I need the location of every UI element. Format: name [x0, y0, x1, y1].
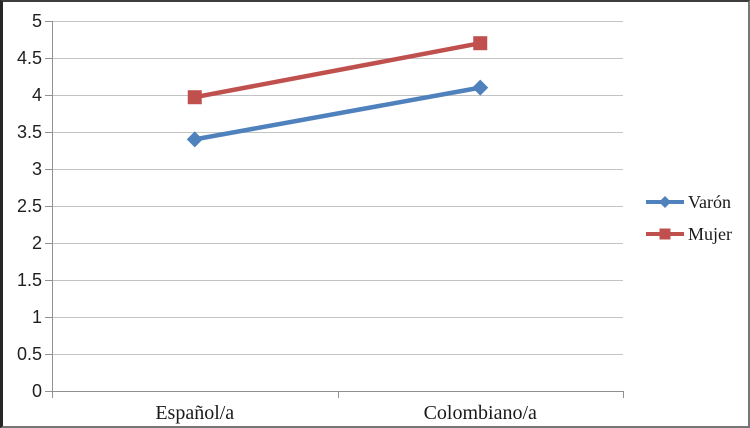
legend-item: Mujer — [645, 224, 732, 244]
y-tick-label: 1 — [31, 307, 42, 327]
legend-key-diamond-icon — [646, 196, 684, 208]
data-point-marker-1 — [187, 90, 202, 105]
legend-key-marker — [659, 196, 671, 208]
legend-key-square-icon — [646, 228, 684, 240]
legend: Varón Mujer — [645, 192, 732, 244]
legend-label: Varón — [688, 191, 731, 212]
data-point-marker-1 — [473, 36, 488, 51]
data-point-marker-0 — [186, 131, 203, 148]
y-tick-label: 4.5 — [16, 48, 42, 68]
legend-key-marker — [659, 228, 671, 240]
data-point-marker-0 — [472, 79, 489, 96]
legend-label: Mujer — [688, 223, 732, 244]
y-tick-label: 2.5 — [16, 196, 42, 216]
y-tick-label: 0 — [31, 381, 42, 401]
x-category-label: Español/a — [155, 402, 235, 424]
y-tick-label: 4 — [31, 85, 42, 105]
y-tick-label: 1.5 — [16, 270, 42, 290]
y-tick-label: 2 — [31, 233, 42, 253]
legend-item: Varón — [645, 192, 732, 212]
x-category-label: Colombiano/a — [423, 402, 537, 424]
y-tick-label: 0.5 — [16, 344, 42, 364]
series-line-1 — [192, 40, 483, 100]
y-tick-label: 3.5 — [16, 122, 42, 142]
y-tick-label: 5 — [31, 11, 42, 31]
series-line-0 — [192, 85, 483, 142]
y-tick-label: 3 — [31, 159, 42, 179]
